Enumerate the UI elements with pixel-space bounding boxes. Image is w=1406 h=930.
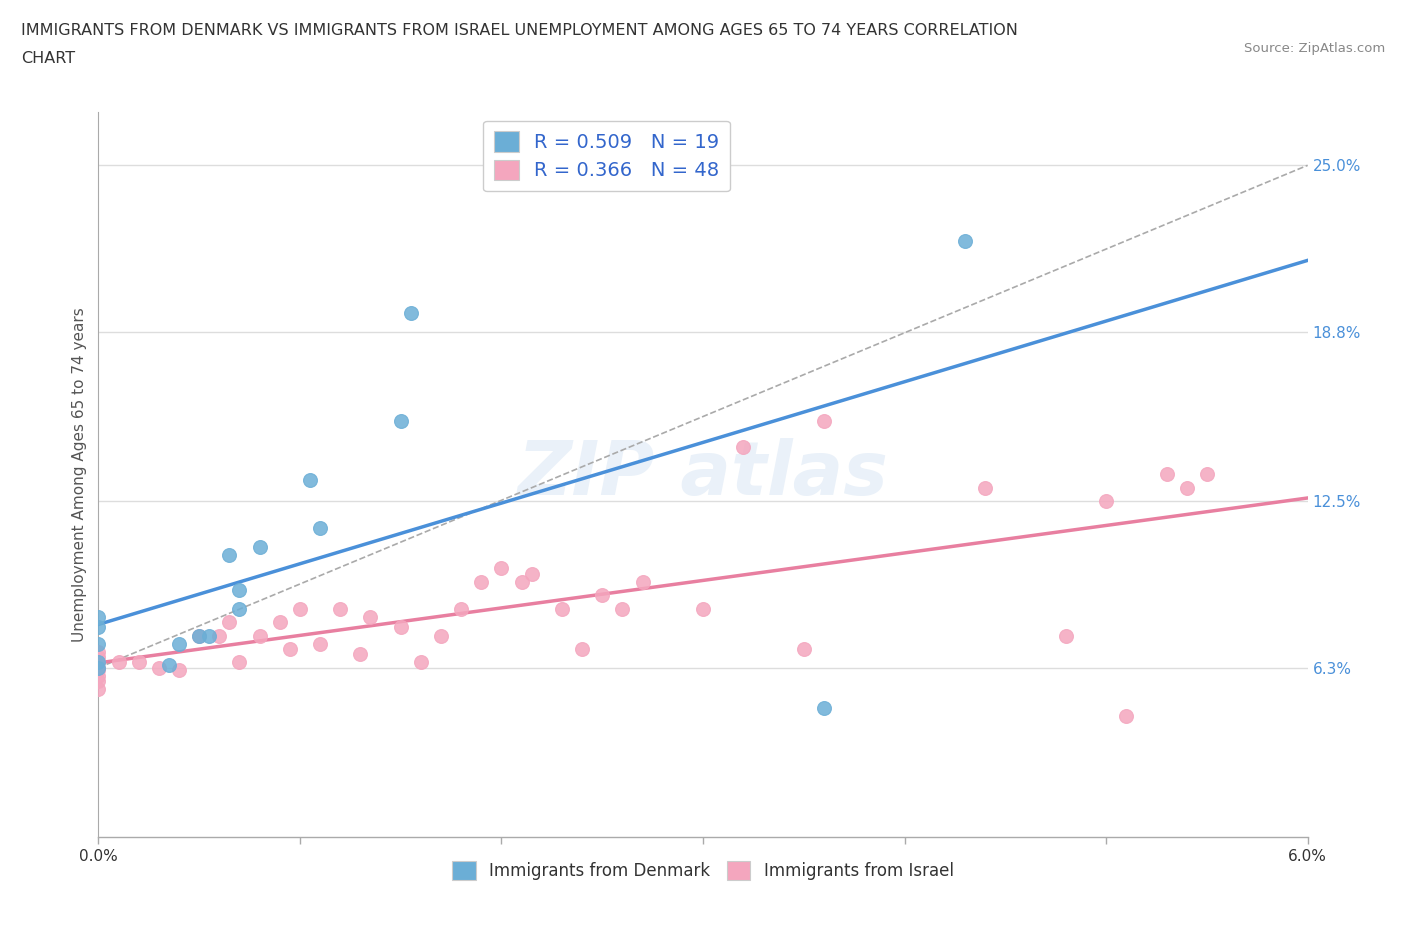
Point [87,609,110,624]
Point [218,548,240,563]
Point [87,663,110,678]
Point [733,440,755,455]
Point [974,480,997,495]
Point [107,655,129,670]
Point [692,601,714,616]
Point [167,636,190,651]
Point [249,628,271,643]
Point [228,601,250,616]
Point [813,700,835,715]
Point [813,413,835,428]
Point [1054,628,1077,643]
Point [249,539,271,554]
Point [87,644,110,659]
Point [87,660,110,675]
Point [510,575,533,590]
Text: Source: ZipAtlas.com: Source: ZipAtlas.com [1244,42,1385,55]
Point [1175,480,1198,495]
Point [309,521,332,536]
Point [1115,709,1137,724]
Point [953,233,976,248]
Point [87,655,110,670]
Point [329,601,352,616]
Point [551,601,574,616]
Point [389,620,412,635]
Point [128,655,150,670]
Point [520,566,543,581]
Point [269,615,291,630]
Point [87,649,110,664]
Point [87,636,110,651]
Point [360,609,382,624]
Point [87,673,110,688]
Point [409,655,432,670]
Point [1095,494,1118,509]
Point [299,472,322,487]
Point [228,655,250,670]
Point [87,620,110,635]
Point [491,561,513,576]
Text: IMMIGRANTS FROM DENMARK VS IMMIGRANTS FROM ISRAEL UNEMPLOYMENT AMONG AGES 65 TO : IMMIGRANTS FROM DENMARK VS IMMIGRANTS FR… [21,23,1018,38]
Point [430,628,453,643]
Point [450,601,472,616]
Point [571,642,593,657]
Point [278,642,301,657]
Point [87,655,110,670]
Point [399,306,422,321]
Y-axis label: Unemployment Among Ages 65 to 74 years: Unemployment Among Ages 65 to 74 years [72,307,87,642]
Point [591,588,613,603]
Text: ZIP atlas: ZIP atlas [517,438,889,511]
Point [793,642,815,657]
Text: CHART: CHART [21,51,75,66]
Point [612,601,634,616]
Point [198,628,221,643]
Point [288,601,311,616]
Legend: Immigrants from Denmark, Immigrants from Israel: Immigrants from Denmark, Immigrants from… [446,854,960,886]
Point [228,582,250,597]
Point [470,575,492,590]
Point [1156,467,1178,482]
Point [349,647,371,662]
Point [188,628,211,643]
Point [148,660,170,675]
Point [631,575,654,590]
Point [188,628,211,643]
Point [1195,467,1218,482]
Point [389,413,412,428]
Point [87,669,110,684]
Point [208,628,231,643]
Point [218,615,240,630]
Point [157,658,180,672]
Point [309,636,332,651]
Point [87,682,110,697]
Point [167,663,190,678]
Point [87,660,110,675]
